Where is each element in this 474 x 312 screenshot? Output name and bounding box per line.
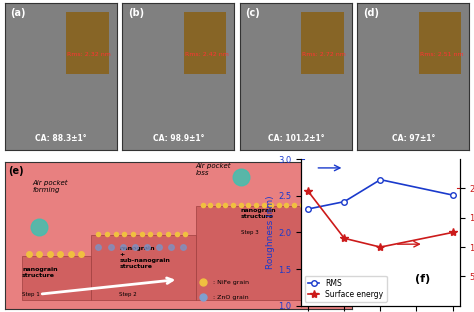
RMS bbox=[305, 207, 311, 211]
Text: nanograin
+
sub-nanograin
structure: nanograin + sub-nanograin structure bbox=[119, 246, 170, 269]
Text: nanograin
structure: nanograin structure bbox=[22, 267, 58, 278]
Polygon shape bbox=[22, 256, 91, 300]
Text: (d): (d) bbox=[363, 7, 379, 17]
Text: Rms: 2.51 nm: Rms: 2.51 nm bbox=[420, 52, 464, 57]
Line: RMS: RMS bbox=[305, 177, 456, 212]
Text: : NiFe grain: : NiFe grain bbox=[213, 280, 249, 285]
Text: Rms: 2.32 nm: Rms: 2.32 nm bbox=[67, 52, 111, 57]
Legend: RMS, Surface energy: RMS, Surface energy bbox=[305, 275, 387, 302]
RMS bbox=[341, 200, 347, 203]
Text: Rms: 2.42 nm: Rms: 2.42 nm bbox=[185, 52, 228, 57]
Polygon shape bbox=[91, 235, 196, 300]
FancyBboxPatch shape bbox=[301, 12, 344, 74]
Y-axis label: Roughness (nm): Roughness (nm) bbox=[266, 196, 275, 269]
Text: Rms: 2.72 nm: Rms: 2.72 nm bbox=[302, 52, 346, 57]
Text: (a): (a) bbox=[10, 7, 26, 17]
Text: CA: 98.9±1°: CA: 98.9±1° bbox=[153, 134, 204, 143]
Text: CA: 88.3±1°: CA: 88.3±1° bbox=[35, 134, 86, 143]
Text: Step 1: Step 1 bbox=[22, 292, 40, 297]
Text: (b): (b) bbox=[128, 7, 144, 17]
Text: (e): (e) bbox=[8, 166, 24, 176]
Text: Air pocket
loss: Air pocket loss bbox=[196, 163, 231, 177]
Text: nanograin
structure: nanograin structure bbox=[241, 208, 276, 219]
Surface energy bbox=[450, 231, 456, 234]
Text: Step 2: Step 2 bbox=[119, 292, 137, 297]
FancyBboxPatch shape bbox=[184, 12, 227, 74]
FancyBboxPatch shape bbox=[419, 12, 461, 74]
RMS bbox=[450, 193, 456, 197]
Text: Air pocket
forming: Air pocket forming bbox=[33, 179, 68, 193]
Line: Surface energy: Surface energy bbox=[304, 187, 457, 251]
Surface energy bbox=[305, 189, 311, 193]
Text: (c): (c) bbox=[246, 7, 260, 17]
Text: Step 3: Step 3 bbox=[241, 230, 258, 235]
FancyBboxPatch shape bbox=[66, 12, 109, 74]
Text: : ZnO grain: : ZnO grain bbox=[213, 295, 248, 300]
Surface energy bbox=[377, 245, 383, 249]
RMS bbox=[377, 178, 383, 182]
Surface energy bbox=[341, 236, 347, 240]
Polygon shape bbox=[196, 206, 334, 300]
Text: CA: 97±1°: CA: 97±1° bbox=[392, 134, 435, 143]
Text: (f): (f) bbox=[415, 274, 430, 284]
Text: CA: 101.2±1°: CA: 101.2±1° bbox=[267, 134, 324, 143]
